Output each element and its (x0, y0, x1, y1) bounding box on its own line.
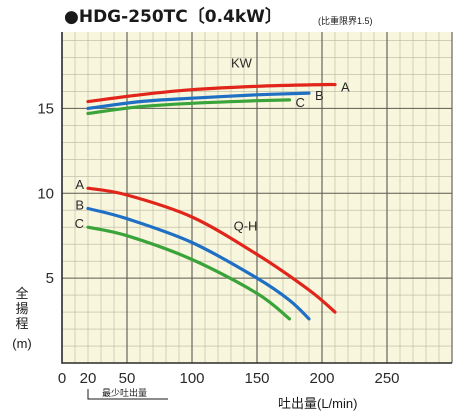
y-tick-label: 10 (37, 185, 54, 202)
min-flow-bracket (87, 389, 168, 400)
x-tick-label: 250 (374, 370, 399, 387)
y-axis-title: 全揚程 (m) (12, 286, 32, 351)
y-tick-label: 5 (46, 270, 54, 287)
x-axis-title: 吐出量(L/min) (278, 396, 357, 411)
curve-label-kw-a: A (341, 80, 350, 95)
curve-layer (86, 82, 337, 321)
x-tick-labels: 0 20 50 100 150 200 250 (58, 370, 400, 387)
curve-qh-c (86, 225, 292, 321)
chart-title: ●HDG-250TC〔0.4kW〕 (64, 6, 282, 27)
head-curve-group-label: Q-H (234, 219, 258, 234)
curve-label-qh-a: A (75, 177, 84, 192)
min-flow-label: 最少吐出量 (102, 387, 147, 398)
curve-label-qh-b: B (75, 198, 84, 213)
curve-label-kw-c: C (296, 95, 305, 110)
y-axis-unit: (m) (12, 336, 32, 351)
specific-gravity-note: (比重限界1.5) (318, 15, 373, 26)
curve-label-kw-b: B (315, 88, 324, 103)
y-tick-labels: 5 10 15 (37, 100, 54, 287)
power-curve-group-label: KW (231, 56, 253, 71)
x-tick-label: 50 (119, 370, 136, 387)
y-axis-title-char: 全 (15, 286, 28, 301)
y-axis-title-char: 程 (15, 316, 28, 331)
title-bullet: ● (64, 7, 79, 27)
curve-kw-a (86, 82, 337, 104)
curve-kw-b (86, 91, 311, 110)
title-model: HDG-250TC〔0.4kW〕 (79, 6, 282, 27)
plot-frame (61, 32, 452, 364)
x-tick-label: 200 (309, 370, 334, 387)
x-tick-label: 20 (80, 370, 97, 387)
y-axis-title-char: 揚 (15, 301, 28, 316)
x-tick-label: 100 (179, 370, 204, 387)
curve-kw-c (86, 98, 292, 116)
curve-qh-a (86, 186, 337, 314)
x-tick-label: 0 (58, 370, 66, 387)
curve-qh-b (86, 206, 311, 321)
curve-label-qh-c: C (75, 216, 84, 231)
x-tick-label: 150 (244, 370, 269, 387)
y-tick-label: 15 (37, 100, 54, 117)
